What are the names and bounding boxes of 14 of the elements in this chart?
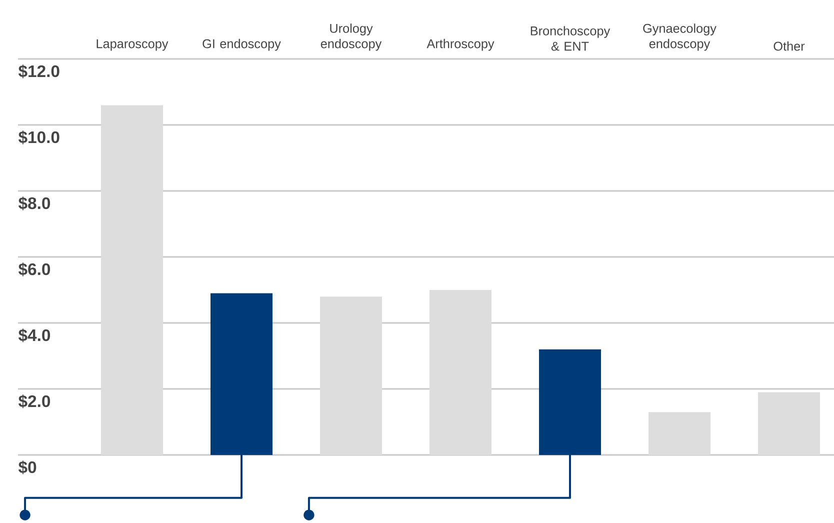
x-tick-label: GI endoscopy	[202, 38, 281, 51]
y-tick-label: $4.0	[18, 328, 50, 342]
x-tick-label: Arthroscopy	[426, 38, 494, 51]
y-tick-label: $6.0	[18, 262, 50, 276]
y-tick-label: $0	[18, 460, 36, 474]
y-tick-label: $8.0	[18, 196, 50, 210]
y-tick-label: $12.0	[18, 64, 60, 78]
y-tick-label: $10.0	[18, 130, 60, 144]
x-tick-label: Laparoscopy	[96, 39, 168, 51]
x-tick-label: Other	[774, 41, 805, 51]
x-tick-label: Urology endoscopy	[320, 24, 382, 51]
x-tick-label: Gynaecology endoscopy	[643, 24, 716, 51]
y-tick-label: $2.0	[18, 394, 50, 408]
x-tick-label: Bronchoscopy & ENT	[530, 26, 610, 51]
